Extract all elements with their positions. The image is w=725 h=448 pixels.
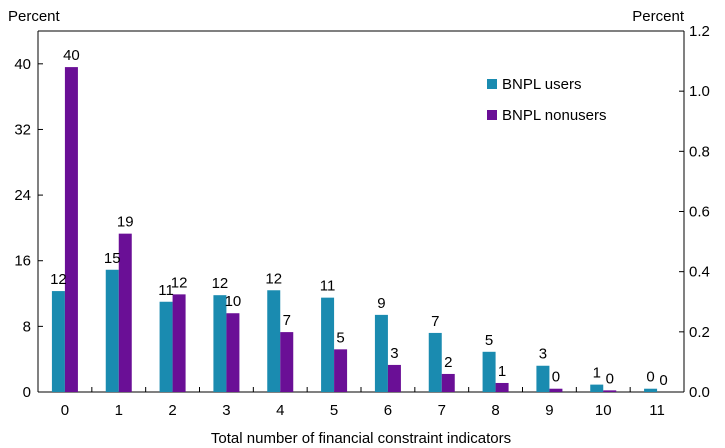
data-label-nonusers: 2 [444,354,452,371]
data-label-nonusers: 7 [283,312,291,329]
bar-bnpl-nonusers [603,390,617,392]
bar-bnpl-users [159,301,173,392]
left-tick-label: 0 [23,384,31,401]
data-label-users: 0 [646,369,654,386]
x-tick-label: 6 [384,402,392,419]
data-label-users: 12 [212,275,229,292]
left-tick-label: 8 [23,318,31,335]
bar-bnpl-nonusers [441,373,455,392]
right-tick-label: 0.2 [689,324,710,341]
data-label-nonusers: 0 [552,369,560,386]
x-tick-label: 9 [545,402,553,419]
bar-bnpl-users [590,384,604,392]
right-tick-label: 1.0 [689,83,710,100]
right-tick-label: 0.4 [689,264,710,281]
x-tick-label: 11 [649,402,665,419]
x-axis-ticks: 0 1 2 3 4 5 6 7 8 9 10 11 [61,387,665,419]
bar-bnpl-nonusers [280,332,294,392]
data-label-nonusers: 3 [390,345,398,362]
data-label-nonusers: 12 [171,274,188,291]
data-label-nonusers: 10 [225,293,242,310]
data-label-users: 11 [320,278,336,295]
left-axis-unit: Percent [8,8,61,25]
right-tick-label: 1.2 [689,23,710,40]
bar-series [51,67,658,392]
bar-bnpl-nonusers [387,364,401,392]
data-label-nonusers: 5 [336,329,344,346]
x-tick-label: 1 [115,402,123,419]
bar-bnpl-nonusers [495,382,509,392]
bar-bnpl-users [321,297,335,392]
bar-bnpl-nonusers [172,294,186,392]
right-tick-label: 0.6 [689,204,710,221]
data-label-users: 5 [485,332,493,349]
data-label-users: 15 [104,250,121,267]
legend: BNPL users BNPL nonusers [487,76,607,124]
bar-bnpl-users [428,332,442,392]
data-label-nonusers: 19 [117,214,134,231]
data-label-nonusers: 0 [606,370,614,387]
data-label-users: 1 [593,365,601,382]
legend-swatch-nonusers [487,110,497,120]
bar-bnpl-users [644,388,658,392]
legend-swatch-users [487,79,497,89]
plot-frame [37,30,685,393]
data-label-nonusers: 1 [498,363,506,380]
x-tick-label: 4 [276,402,284,419]
data-label-users: 9 [377,295,385,312]
data-label-users: 12 [265,270,282,287]
bar-bnpl-nonusers [226,313,240,392]
data-label-users: 7 [431,313,439,330]
left-axis-ticks: 0 8 16 24 32 40 [14,56,43,401]
x-axis-title: Total number of financial constraint ind… [211,430,511,447]
bar-bnpl-users [482,351,496,392]
bar-bnpl-users [213,295,227,392]
legend-label-users: BNPL users [502,76,581,93]
data-label-users: 3 [539,346,547,363]
x-tick-label: 7 [438,402,446,419]
x-tick-label: 8 [491,402,499,419]
data-label-users: 11 [158,282,174,299]
bar-bnpl-nonusers [549,388,563,392]
right-axis-unit: Percent [632,8,685,25]
bar-bnpl-users [51,291,65,392]
data-label-users: 12 [50,271,67,288]
x-tick-label: 2 [168,402,176,419]
right-axis-ticks: 0.0 0.2 0.4 0.6 0.8 1.0 1.2 [679,23,710,401]
right-tick-label: 0.8 [689,143,710,160]
data-label-nonusers: 40 [63,47,80,64]
data-label-nonusers: 0 [659,372,667,389]
bar-bnpl-users [105,269,119,392]
left-tick-label: 40 [14,56,31,73]
bar-bnpl-nonusers [64,67,78,392]
bar-bnpl-users [267,290,281,392]
x-tick-label: 5 [330,402,338,419]
bar-bnpl-users [374,314,388,392]
x-tick-label: 3 [222,402,230,419]
left-tick-label: 32 [14,121,31,138]
x-tick-label: 0 [61,402,69,419]
left-tick-label: 24 [14,187,31,204]
legend-label-nonusers: BNPL nonusers [502,107,607,124]
bar-bnpl-nonusers [118,233,132,392]
x-tick-label: 10 [595,402,612,419]
bar-bnpl-users [536,365,550,392]
left-tick-label: 16 [14,253,31,270]
bar-bnpl-nonusers [334,349,348,392]
right-tick-label: 0.0 [689,384,710,401]
